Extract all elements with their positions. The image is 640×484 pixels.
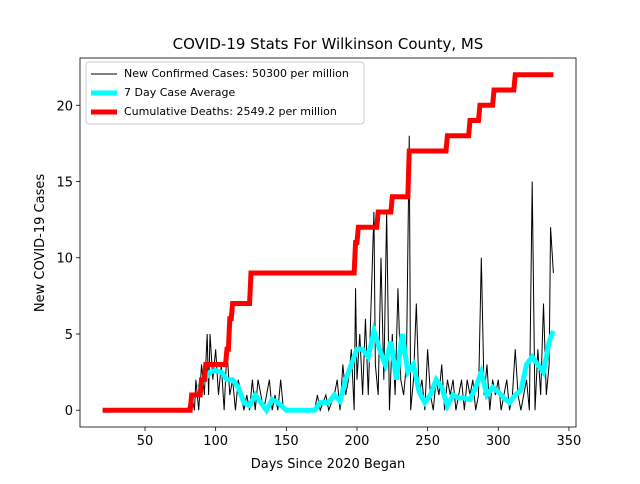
y-tick-label: 10: [56, 252, 73, 267]
y-tick-label: 0: [65, 404, 73, 419]
y-tick-label: 5: [65, 328, 73, 343]
x-tick-label: 300: [486, 434, 511, 449]
plot-frame: [79, 57, 577, 428]
y-axis-label: New COVID-19 Cases: [33, 174, 48, 312]
legend-box: [85, 61, 365, 125]
series-line: [196, 321, 556, 415]
y-tick-label: 15: [56, 176, 73, 191]
x-tick-label: 150: [274, 434, 299, 449]
chart-title: COVID-19 Stats For Wilkinson County, MS: [173, 35, 484, 53]
x-tick-label: 50: [137, 434, 154, 449]
legend-label: Cumulative Deaths: 2549.2 per million: [124, 105, 337, 118]
x-tick-label: 250: [415, 434, 440, 449]
x-tick-label: 100: [203, 434, 228, 449]
x-tick-label: 200: [345, 434, 370, 449]
legend-label: 7 Day Case Average: [124, 86, 236, 99]
y-tick-label: 20: [56, 99, 73, 114]
legend-label: New Confirmed Cases: 50300 per million: [124, 67, 349, 80]
x-axis-label: Days Since 2020 Began: [251, 457, 406, 472]
series-line: [102, 72, 554, 413]
x-tick-label: 350: [557, 434, 582, 449]
